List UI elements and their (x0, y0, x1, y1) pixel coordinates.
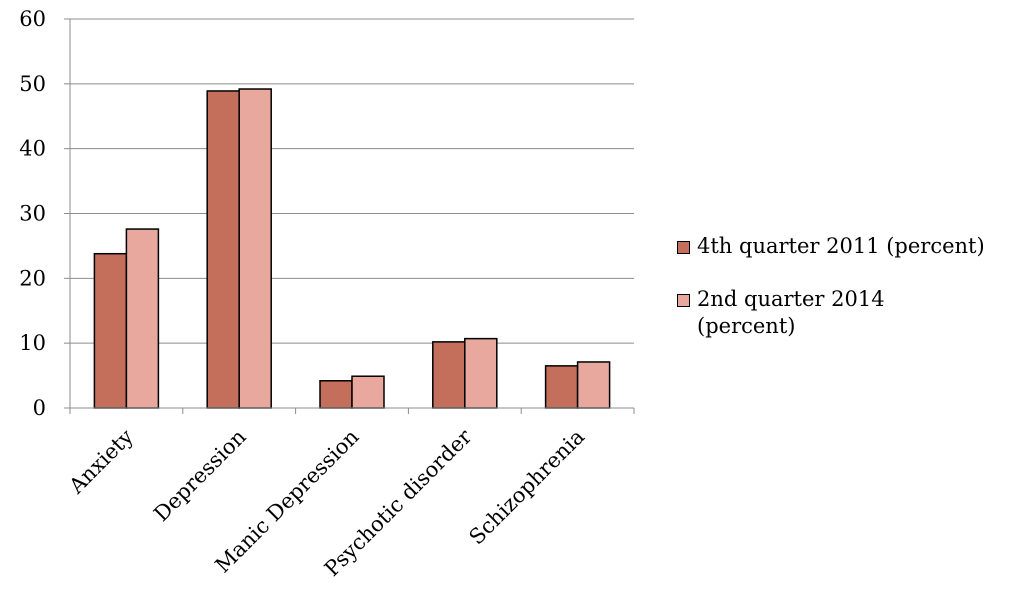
chart-legend: 4th quarter 2011 (percent) 2nd quarter 2… (677, 233, 1017, 366)
legend-swatch-series-1 (677, 241, 690, 254)
x-tick-label: Depression (149, 425, 251, 527)
legend-label-series-1: 4th quarter 2011 (percent) (697, 234, 985, 258)
bar-2-manic-depression (351, 375, 385, 409)
x-tick-label: Anxiety (64, 424, 138, 498)
legend-item-series-2: 2nd quarter 2014 (percent) (677, 286, 1017, 340)
bar-2-psychotic-disorder (464, 337, 498, 409)
y-tick-label: 20 (19, 266, 46, 290)
y-tick-label: 60 (19, 7, 46, 31)
y-tick-label: 40 (19, 137, 46, 161)
axes (69, 19, 634, 409)
bar-2-schizophrenia (576, 361, 611, 409)
bars (93, 88, 611, 409)
y-tick-label: 50 (19, 72, 46, 96)
bar-1-psychotic-disorder (432, 341, 466, 409)
legend-label-series-2: 2nd quarter 2014 (percent) (697, 287, 885, 338)
bar-1-depression (206, 90, 240, 409)
bar-1-schizophrenia (544, 365, 579, 409)
y-tick-label: 10 (19, 331, 46, 355)
y-axis-ticks: 0 10 20 30 40 50 60 (19, 7, 70, 420)
y-tick-label: 30 (19, 202, 46, 226)
bar-1-manic-depression (319, 380, 353, 409)
bar-2-depression (238, 88, 272, 409)
legend-item-series-1: 4th quarter 2011 (percent) (677, 233, 1017, 260)
x-tick-label: Schizophrenia (464, 425, 589, 550)
bar-1-anxiety (93, 252, 128, 409)
gridlines (70, 18, 634, 344)
y-tick-label: 0 (33, 396, 46, 420)
legend-swatch-series-2 (677, 294, 690, 307)
bar-2-anxiety (125, 228, 160, 409)
